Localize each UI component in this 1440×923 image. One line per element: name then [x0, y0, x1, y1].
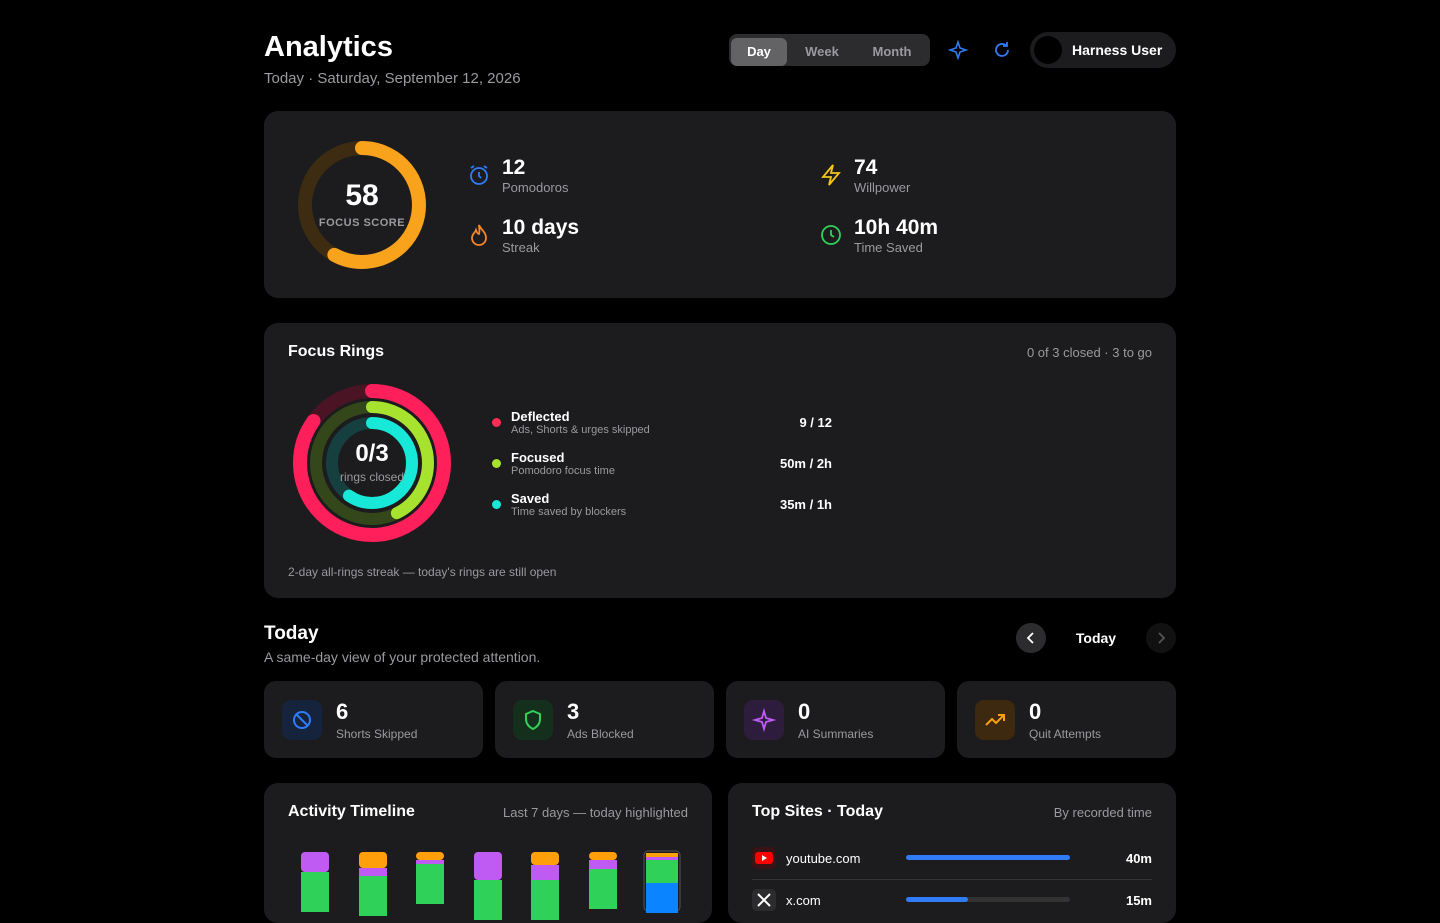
- card-label: AI Summaries: [798, 727, 874, 741]
- card-subtitle: Last 7 days — today highlighted: [502, 805, 688, 820]
- activity-bars: [301, 850, 681, 920]
- clock-icon: [821, 225, 841, 245]
- rings-center-value: 0/3: [355, 440, 389, 467]
- stat-card: 0 AI Summaries: [726, 681, 945, 758]
- site-name: x.com: [786, 893, 821, 908]
- user-button[interactable]: Harness User: [1030, 32, 1176, 68]
- activity-card: Activity Timeline Last 7 days — today hi…: [264, 783, 712, 923]
- ring-progress: 50m / 2h: [779, 456, 832, 471]
- site-icon: [752, 889, 776, 911]
- rings-status: 0 of 3 closed · 3 to go: [1026, 345, 1152, 360]
- focus-score-arc: [298, 141, 426, 269]
- page-subtitle: Today · Saturday, September 12, 2026: [264, 70, 521, 87]
- card-title: Top Sites · Today: [752, 803, 883, 820]
- focus-score-label: FOCUS SCORE: [318, 217, 406, 229]
- tab[interactable]: Week: [805, 44, 839, 59]
- stat-value: 74: [854, 156, 878, 179]
- card-subtitle: By recorded time: [1053, 805, 1152, 820]
- focus-score: 58: [345, 179, 379, 212]
- flame-icon: [471, 224, 487, 246]
- page-title: Analytics: [264, 31, 393, 63]
- top-sites-card: Top Sites · Today By recorded time youtu…: [728, 783, 1176, 923]
- ring-description: Ads, Shorts & urges skipped: [511, 424, 650, 436]
- site-icon: [752, 847, 776, 869]
- refresh-button[interactable]: [992, 40, 1012, 60]
- site-bar: [906, 855, 1070, 860]
- section-title: Today: [264, 623, 319, 644]
- rings-footer: 2-day all-rings streak — today's rings a…: [288, 565, 557, 579]
- stat-value: 10h 40m: [854, 216, 939, 239]
- ring-name: Focused: [511, 450, 565, 465]
- ring-dot: [492, 418, 501, 427]
- page: Analytics Today · Saturday, September 12…: [264, 31, 1176, 923]
- card-label: Ads Blocked: [567, 727, 634, 741]
- card-icon: [513, 700, 553, 740]
- ring-description: Time saved by blockers: [511, 506, 627, 518]
- ring-progress: 9 / 12: [799, 415, 832, 430]
- section-subtitle: A same-day view of your protected attent…: [264, 649, 541, 665]
- avatar: [1034, 36, 1062, 64]
- card-label: Shorts Skipped: [336, 727, 418, 741]
- user-name: Harness User: [1072, 42, 1163, 58]
- tab[interactable]: Day: [731, 38, 787, 66]
- card-icon: [282, 700, 322, 740]
- prev-day[interactable]: [1016, 623, 1046, 653]
- site-time: 40m: [1125, 851, 1152, 866]
- focus-rings: [293, 384, 451, 542]
- sparkle-button[interactable]: [948, 40, 968, 60]
- card-title: Activity Timeline: [288, 803, 415, 820]
- rings-center-label: rings closed: [339, 470, 405, 484]
- site-time: 15m: [1125, 893, 1152, 908]
- stat-label: Streak: [502, 240, 540, 255]
- card-value: 3: [567, 699, 580, 724]
- focus-score-ring: [298, 141, 426, 269]
- focus-rings-card: Focus Rings 0 of 3 closed · 3 to go 0/3 …: [264, 323, 1176, 598]
- card-value: 6: [336, 699, 349, 724]
- ring-progress: 35m / 1h: [779, 497, 832, 512]
- bolt-icon: [821, 164, 841, 186]
- ring-dot: [492, 500, 501, 509]
- card-value: 0: [798, 699, 811, 724]
- ring-dot: [492, 459, 501, 468]
- card-icon: [744, 700, 784, 740]
- card-icon: [975, 700, 1015, 740]
- stat-card: 6 Shorts Skipped: [264, 681, 483, 758]
- range-tabs: Day Week Month: [729, 34, 930, 66]
- stat-label: Pomodoros: [502, 180, 569, 195]
- stat-card: 0 Quit Attempts: [957, 681, 1176, 758]
- stat-value: 12: [502, 156, 526, 179]
- stat-card: 3 Ads Blocked: [495, 681, 714, 758]
- card-title: Focus Rings: [288, 343, 385, 360]
- stat-label: Time Saved: [854, 240, 923, 255]
- alarm-icon: [470, 165, 488, 185]
- stat-label: Willpower: [854, 180, 911, 195]
- divider: [752, 879, 1152, 880]
- ring-description: Pomodoro focus time: [511, 465, 615, 477]
- summary-card: 58 FOCUS SCORE 12 Pomodoros 74 Willpower…: [264, 111, 1176, 298]
- ring-name: Deflected: [511, 409, 570, 424]
- tab[interactable]: Month: [872, 44, 912, 59]
- stat-value: 10 days: [502, 216, 580, 239]
- next-day[interactable]: [1146, 623, 1176, 653]
- site-name: youtube.com: [786, 851, 861, 866]
- card-label: Quit Attempts: [1029, 727, 1102, 741]
- ring-name: Saved: [511, 491, 550, 506]
- card-value: 0: [1029, 699, 1042, 724]
- day-label: Today: [1075, 630, 1117, 646]
